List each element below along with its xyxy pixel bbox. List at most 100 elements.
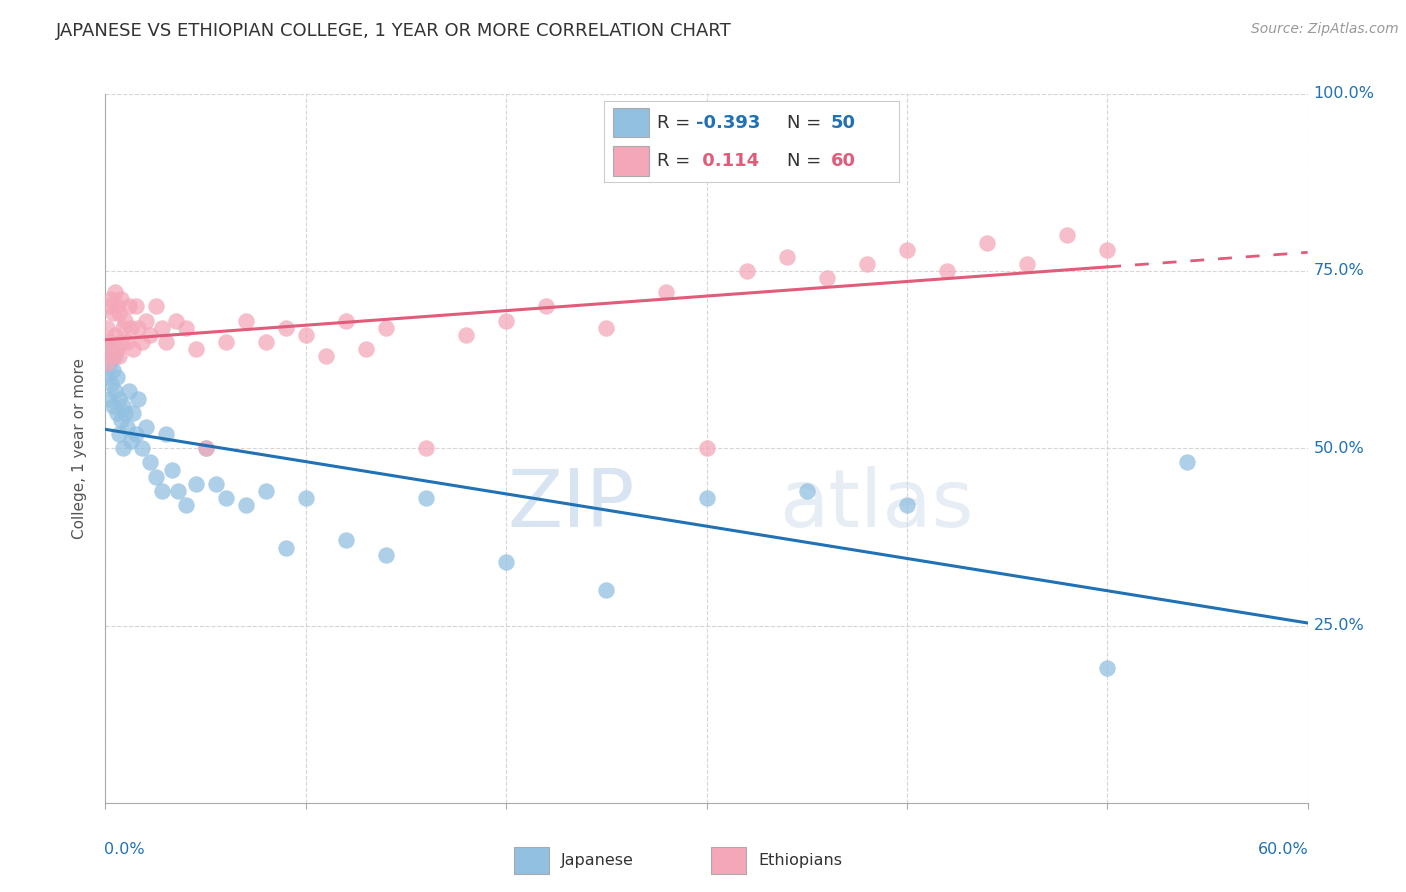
Point [98,392,121,406]
Point [118,300,141,314]
Point [131,442,153,455]
Point [1177,455,1199,469]
Point [655,285,678,300]
FancyBboxPatch shape [711,847,747,874]
Point [696,442,718,455]
Point [274,541,297,555]
Point [374,320,398,334]
Point [96,320,118,334]
Point [295,327,318,342]
Text: JAPANESE VS ETHIOPIAN COLLEGE, 1 YEAR OR MORE CORRELATION CHART: JAPANESE VS ETHIOPIAN COLLEGE, 1 YEAR OR… [56,22,733,40]
Text: 75.0%: 75.0% [1313,263,1364,278]
Point [117,420,139,434]
Point [96,356,118,370]
Point [103,363,125,377]
Point [124,427,146,442]
Point [145,300,167,314]
Point [295,491,318,505]
Point [112,399,135,413]
Point [135,313,157,327]
Point [107,406,129,420]
Text: 50.0%: 50.0% [1313,441,1364,456]
Text: Ethiopians: Ethiopians [758,854,842,868]
Point [896,498,918,512]
Text: N =: N = [787,114,821,132]
Point [274,320,297,334]
Point [454,327,477,342]
Point [335,533,357,548]
Point [896,243,918,257]
Point [104,327,127,342]
Point [194,442,217,455]
Point [104,349,127,363]
Point [138,327,160,342]
Point [135,420,157,434]
Text: 60.0%: 60.0% [1258,842,1309,857]
Point [98,300,121,314]
Text: R =: R = [658,153,690,170]
Point [735,264,758,278]
Point [108,427,131,442]
Point [194,442,217,455]
Text: 0.114: 0.114 [696,153,759,170]
Point [696,491,718,505]
Point [160,462,183,476]
Point [214,334,236,349]
Point [150,483,173,498]
Point [100,377,122,392]
Point [165,313,187,327]
Point [107,342,129,356]
Point [776,250,799,264]
Point [174,320,197,334]
Text: 50: 50 [831,114,856,132]
Point [155,334,177,349]
Point [815,271,838,285]
Point [121,320,143,334]
Point [110,293,132,307]
Point [254,483,277,498]
Text: 100.0%: 100.0% [1313,87,1375,101]
Point [354,342,377,356]
Point [96,370,118,384]
Point [114,406,136,420]
Point [145,469,167,483]
Text: Source: ZipAtlas.com: Source: ZipAtlas.com [1251,22,1399,37]
Point [595,583,617,598]
FancyBboxPatch shape [613,146,648,176]
Point [415,491,437,505]
Point [595,320,617,334]
Point [100,334,122,349]
Point [124,300,146,314]
Point [114,313,136,327]
Point [103,399,125,413]
Point [166,483,188,498]
Point [235,498,257,512]
Point [415,442,437,455]
Point [335,313,357,327]
Point [110,413,132,427]
Point [100,293,122,307]
Point [184,342,207,356]
Point [112,320,135,334]
FancyBboxPatch shape [515,847,550,874]
Point [103,349,125,363]
Point [108,392,131,406]
Text: Japanese: Japanese [561,854,634,868]
Point [796,483,818,498]
Point [104,384,127,399]
Y-axis label: College, 1 year or more: College, 1 year or more [72,358,87,539]
Point [107,370,129,384]
Point [121,434,143,449]
Point [374,548,398,562]
Point [1097,243,1119,257]
Point [127,320,149,334]
Point [534,300,557,314]
Point [254,334,277,349]
Point [98,356,121,370]
Point [976,235,998,250]
Text: N =: N = [787,153,821,170]
Point [98,342,121,356]
Point [204,476,226,491]
Text: 0.0%: 0.0% [104,842,145,857]
Point [122,342,145,356]
